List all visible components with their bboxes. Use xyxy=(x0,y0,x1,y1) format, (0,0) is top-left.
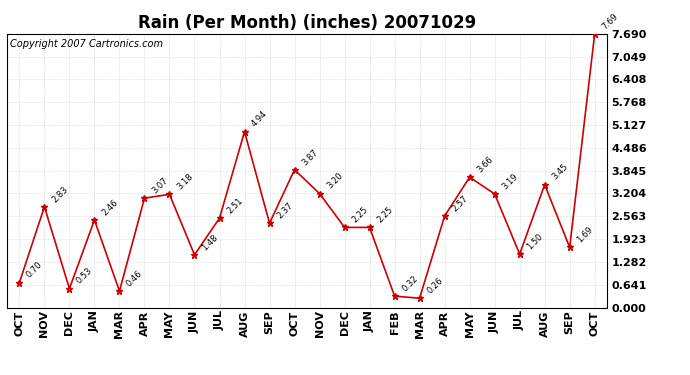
Text: 2.83: 2.83 xyxy=(50,184,70,204)
Text: 3.07: 3.07 xyxy=(150,176,170,195)
Text: 2.57: 2.57 xyxy=(450,194,470,213)
Text: 3.66: 3.66 xyxy=(475,155,495,174)
Text: 0.46: 0.46 xyxy=(125,269,144,288)
Text: 0.70: 0.70 xyxy=(25,260,44,280)
Text: 4.94: 4.94 xyxy=(250,110,269,129)
Text: 0.26: 0.26 xyxy=(425,276,444,296)
Text: 2.25: 2.25 xyxy=(375,205,395,225)
Text: 3.87: 3.87 xyxy=(300,147,319,167)
Text: 0.53: 0.53 xyxy=(75,266,95,286)
Text: Copyright 2007 Cartronics.com: Copyright 2007 Cartronics.com xyxy=(10,39,163,49)
Text: 1.69: 1.69 xyxy=(575,225,595,245)
Text: 1.48: 1.48 xyxy=(200,232,219,252)
Text: 0.32: 0.32 xyxy=(400,274,420,293)
Text: 2.46: 2.46 xyxy=(100,198,119,217)
Text: 1.50: 1.50 xyxy=(525,232,544,251)
Text: 3.20: 3.20 xyxy=(325,171,344,191)
Text: 2.51: 2.51 xyxy=(225,196,244,215)
Text: 2.37: 2.37 xyxy=(275,201,295,220)
Title: Rain (Per Month) (inches) 20071029: Rain (Per Month) (inches) 20071029 xyxy=(138,14,476,32)
Text: 3.19: 3.19 xyxy=(500,172,520,191)
Text: 3.45: 3.45 xyxy=(550,162,570,182)
Text: 3.18: 3.18 xyxy=(175,172,195,192)
Text: 7.69: 7.69 xyxy=(600,12,620,31)
Text: 2.25: 2.25 xyxy=(350,205,369,225)
